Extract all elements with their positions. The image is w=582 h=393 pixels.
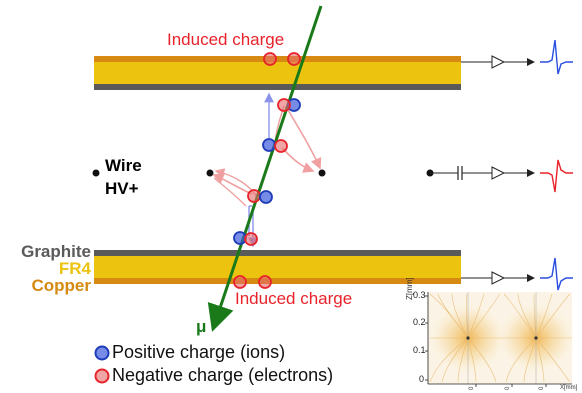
top-readout-chain <box>461 39 573 75</box>
fr4-label: FR4 <box>58 259 91 278</box>
muon-track <box>207 5 323 332</box>
graphite-label: Graphite <box>21 242 91 261</box>
bottom-fr4-layer <box>94 256 461 278</box>
legend-positive-dot-icon <box>94 345 110 361</box>
bottom-amplifier-icon <box>491 271 506 285</box>
wire-dot-icon <box>92 169 100 177</box>
induced-charge-top-label: Induced charge <box>167 30 285 49</box>
svg-text:0: 0 <box>505 386 511 390</box>
top-signal-pulse-icon <box>540 39 573 75</box>
wire-amplifier-icon <box>491 166 506 180</box>
negative-charge-icon <box>247 189 261 203</box>
top-electrode <box>94 56 461 90</box>
inset-y-tick: 0.2 <box>413 317 426 327</box>
negative-charge-icon <box>274 139 288 153</box>
svg-text:0: 0 <box>469 386 475 390</box>
positive-charge-icon <box>259 190 273 204</box>
negative-charge-icon <box>244 232 258 246</box>
bottom-readout-chain <box>461 257 573 291</box>
top-amplifier-icon <box>491 55 506 69</box>
legend-positive-text: Positive charge (ions) <box>112 342 286 362</box>
wire-dot-icon <box>206 169 214 177</box>
induced-charge-bottom-label: Induced charge <box>235 289 353 308</box>
bottom-electrode <box>94 250 461 284</box>
negative-charge-icon <box>277 98 291 112</box>
inset-x-axis-title: X[mm] <box>560 385 578 391</box>
wire-dot-icon <box>318 169 326 177</box>
negative-charge-icon <box>233 275 247 289</box>
wire-readout-chain <box>426 159 573 193</box>
bottom-graphite-layer <box>94 250 461 256</box>
negative-charge-icon <box>287 52 301 66</box>
copper-label: Copper <box>31 276 92 295</box>
inset-y-tick: 0.1 <box>413 345 426 355</box>
inset-y-tick: 0 <box>419 374 425 384</box>
top-fr4-layer <box>94 62 461 84</box>
legend-negative-dot-icon <box>94 368 110 384</box>
muon-label: μ <box>196 317 207 336</box>
wire-signal-pulse-icon <box>540 159 573 193</box>
negative-charge-icon <box>258 275 272 289</box>
wire-label: Wire <box>105 156 142 175</box>
negative-charge-icon <box>263 52 277 66</box>
legend-positive: Positive charge (ions) <box>112 343 285 361</box>
inset-y-tick: 0.3 <box>413 290 426 300</box>
bottom-signal-pulse-icon <box>540 257 573 291</box>
svg-text:0: 0 <box>539 386 545 390</box>
top-graphite-layer <box>94 84 461 90</box>
charges <box>233 52 301 289</box>
legend-negative-text: Negative charge (electrons) <box>112 365 334 385</box>
positive-charge-icon <box>262 138 276 152</box>
top-copper-layer <box>94 56 461 62</box>
wires <box>92 169 326 177</box>
hv-label: HV+ <box>105 179 139 198</box>
legend-negative: Negative charge (electrons) <box>112 366 333 384</box>
field-simulation-inset: 0 0 0 <box>425 292 576 390</box>
bottom-copper-layer <box>94 278 461 284</box>
